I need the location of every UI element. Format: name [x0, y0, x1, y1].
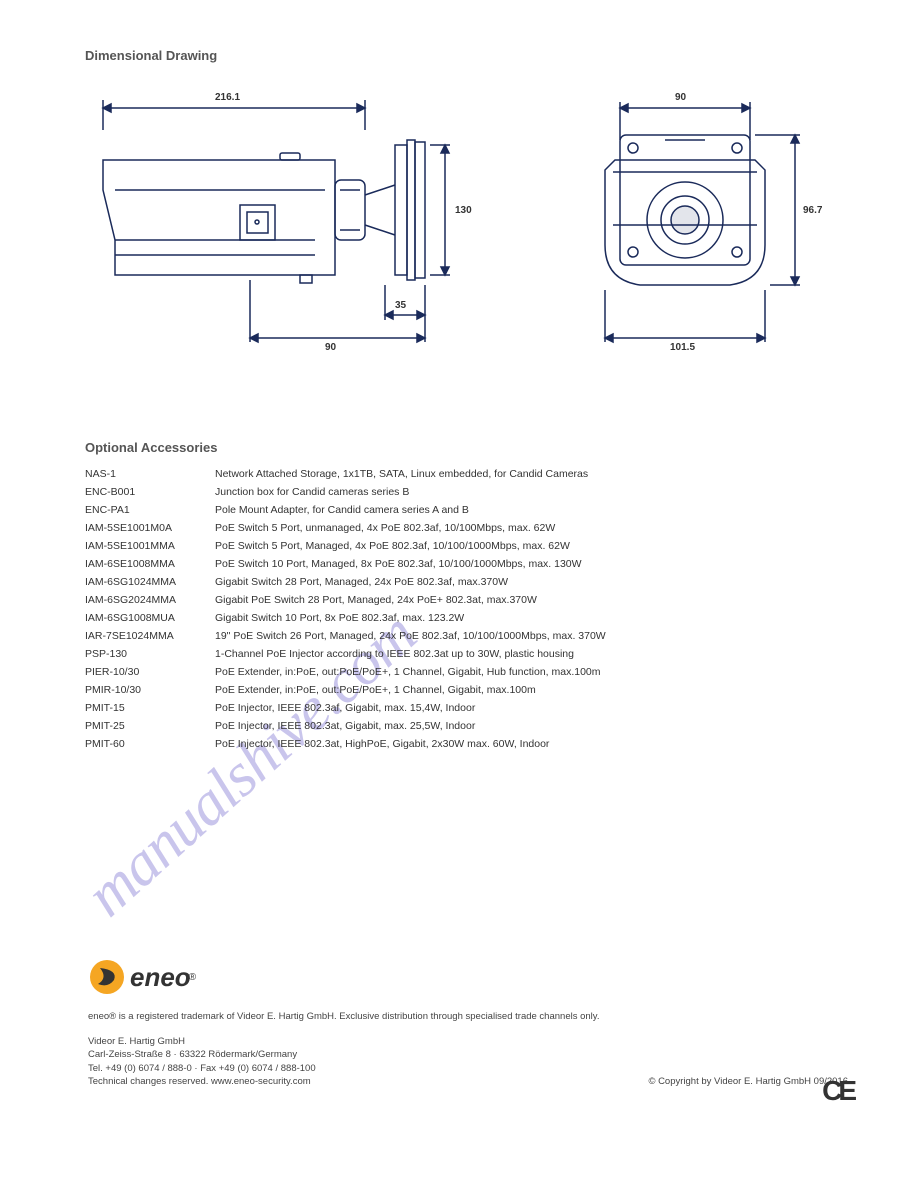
- footer-contact: Tel. +49 (0) 6074 / 888-0 · Fax +49 (0) …: [88, 1062, 848, 1075]
- accessory-description: Junction box for Candid cameras series B: [215, 483, 845, 501]
- accessory-code: IAM-6SG1024MMA: [85, 573, 215, 591]
- accessory-description: Gigabit Switch 28 Port, Managed, 24x PoE…: [215, 573, 845, 591]
- accessory-description: Network Attached Storage, 1x1TB, SATA, L…: [215, 465, 845, 483]
- accessory-description: Gigabit PoE Switch 28 Port, Managed, 24x…: [215, 591, 845, 609]
- accessory-description: PoE Switch 10 Port, Managed, 8x PoE 802.…: [215, 555, 845, 573]
- accessory-code: PMIT-15: [85, 699, 215, 717]
- table-row: IAM-6SE1008MMAPoE Switch 10 Port, Manage…: [85, 555, 845, 573]
- dim-base-diameter: 90: [325, 342, 336, 353]
- accessory-code: IAM-6SG2024MMA: [85, 591, 215, 609]
- accessory-code: PMIT-60: [85, 735, 215, 753]
- table-row: PIER-10/30PoE Extender, in:PoE, out:PoE/…: [85, 663, 845, 681]
- table-row: PMIT-15PoE Injector, IEEE 802.3af, Gigab…: [85, 699, 845, 717]
- footer-address: Carl-Zeiss-Straße 8 · 63322 Rödermark/Ge…: [88, 1048, 848, 1061]
- footer-trademark-line: eneo® is a registered trademark of Video…: [88, 1010, 599, 1023]
- table-row: NAS-1Network Attached Storage, 1x1TB, SA…: [85, 465, 845, 483]
- accessory-description: 19" PoE Switch 26 Port, Managed, 24x PoE…: [215, 627, 845, 645]
- accessory-code: IAM-5SE1001MMA: [85, 537, 215, 555]
- accessory-code: PSP-130: [85, 645, 215, 663]
- accessory-description: PoE Switch 5 Port, Managed, 4x PoE 802.3…: [215, 537, 845, 555]
- accessory-code: NAS-1: [85, 465, 215, 483]
- table-row: PMIT-60PoE Injector, IEEE 802.3at, HighP…: [85, 735, 845, 753]
- accessory-description: PoE Injector, IEEE 802.3at, Gigabit, max…: [215, 717, 845, 735]
- registered-mark: ®: [189, 972, 196, 983]
- accessory-description: PoE Injector, IEEE 802.3af, Gigabit, max…: [215, 699, 845, 717]
- footer-copyright: © Copyright by Videor E. Hartig GmbH 09/…: [648, 1075, 848, 1088]
- table-row: ENC-PA1Pole Mount Adapter, for Candid ca…: [85, 501, 845, 519]
- footer-company: Videor E. Hartig GmbH: [88, 1035, 848, 1048]
- section-title-accessories: Optional Accessories: [85, 440, 217, 455]
- accessory-code: IAM-6SE1008MMA: [85, 555, 215, 573]
- dim-front-height: 96.7: [803, 205, 822, 216]
- brand-name: eneo: [130, 962, 191, 993]
- accessory-code: IAR-7SE1024MMA: [85, 627, 215, 645]
- accessory-description: PoE Extender, in:PoE, out:PoE/PoE+, 1 Ch…: [215, 681, 845, 699]
- table-row: IAM-6SG1008MUAGigabit Switch 10 Port, 8x…: [85, 609, 845, 627]
- dimensional-diagram: 216.1 130 90 35 90 96.7 101.5: [85, 90, 845, 400]
- accessory-description: 1-Channel PoE Injector according to IEEE…: [215, 645, 845, 663]
- accessory-code: ENC-PA1: [85, 501, 215, 519]
- accessory-description: PoE Extender, in:PoE, out:PoE/PoE+, 1 Ch…: [215, 663, 845, 681]
- eneo-logo-icon: [88, 958, 126, 996]
- accessory-code: IAM-6SG1008MUA: [85, 609, 215, 627]
- section-title-dimensions: Dimensional Drawing: [85, 48, 217, 63]
- accessory-description: Pole Mount Adapter, for Candid camera se…: [215, 501, 845, 519]
- accessory-code: PIER-10/30: [85, 663, 215, 681]
- brand-logo: eneo ®: [88, 958, 196, 996]
- footer-address-block: Videor E. Hartig GmbH Carl-Zeiss-Straße …: [88, 1035, 848, 1088]
- dim-overall-length: 216.1: [215, 92, 240, 103]
- dim-front-width: 90: [675, 92, 686, 103]
- table-row: IAM-5SE1001MMAPoE Switch 5 Port, Managed…: [85, 537, 845, 555]
- table-row: ENC-B001Junction box for Candid cameras …: [85, 483, 845, 501]
- table-row: IAM-6SG2024MMAGigabit PoE Switch 28 Port…: [85, 591, 845, 609]
- table-row: PMIT-25PoE Injector, IEEE 802.3at, Gigab…: [85, 717, 845, 735]
- table-row: IAM-5SE1001M0APoE Switch 5 Port, unmanag…: [85, 519, 845, 537]
- dim-front-outer-width: 101.5: [670, 342, 695, 353]
- accessory-code: IAM-5SE1001M0A: [85, 519, 215, 537]
- footer-website: Technical changes reserved. www.eneo-sec…: [88, 1075, 311, 1088]
- accessory-description: Gigabit Switch 10 Port, 8x PoE 802.3af, …: [215, 609, 845, 627]
- accessory-code: PMIR-10/30: [85, 681, 215, 699]
- accessories-table: NAS-1Network Attached Storage, 1x1TB, SA…: [85, 465, 845, 753]
- table-row: PMIR-10/30PoE Extender, in:PoE, out:PoE/…: [85, 681, 845, 699]
- accessory-code: PMIT-25: [85, 717, 215, 735]
- accessory-code: ENC-B001: [85, 483, 215, 501]
- table-row: PSP-1301-Channel PoE Injector according …: [85, 645, 845, 663]
- dim-base-depth: 35: [395, 300, 406, 311]
- table-row: IAM-6SG1024MMAGigabit Switch 28 Port, Ma…: [85, 573, 845, 591]
- accessory-description: PoE Injector, IEEE 802.3at, HighPoE, Gig…: [215, 735, 845, 753]
- accessory-description: PoE Switch 5 Port, unmanaged, 4x PoE 802…: [215, 519, 845, 537]
- dim-bracket-height: 130: [455, 205, 472, 216]
- table-row: IAR-7SE1024MMA19" PoE Switch 26 Port, Ma…: [85, 627, 845, 645]
- ce-mark-icon: CE: [822, 1075, 853, 1107]
